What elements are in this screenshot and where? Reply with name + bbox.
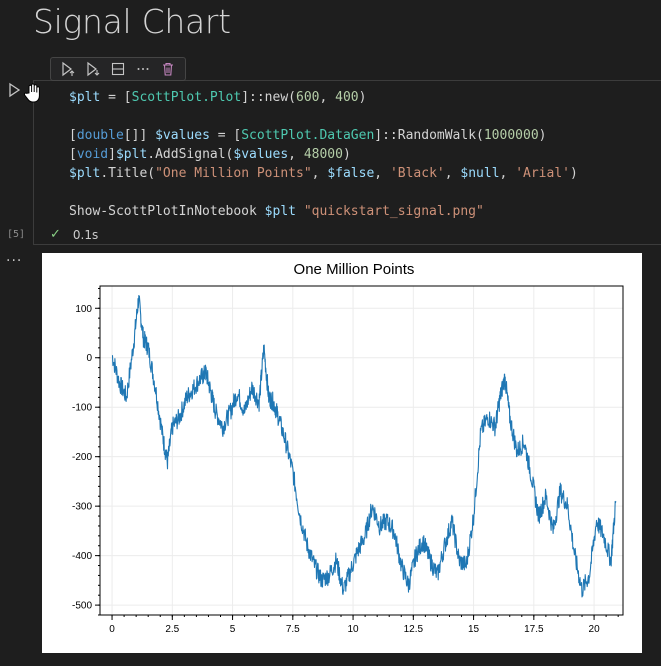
hand-cursor-icon [22,82,44,104]
y-tick-label: -300 [72,502,92,513]
cell-toolbar [50,57,186,81]
run-above-icon[interactable] [55,59,80,79]
code-token: = [ [209,128,242,143]
run-cell-icon[interactable] [8,82,22,98]
code-token: Show-ScottPlotInNotebook [69,204,265,219]
x-tick-label: 20 [589,624,601,635]
code-token: []] [123,128,156,143]
x-tick-label: 10 [348,624,360,635]
output-more-icon[interactable]: ··· [6,253,23,269]
plot-frame [99,285,624,616]
code-token: $plt [264,204,296,219]
y-tick-label: 0 [86,353,92,364]
code-token: [ [69,128,77,143]
cell-status: ✓ 0.1s [50,227,98,242]
code-token: 48000 [303,147,343,162]
code-token: , [311,166,328,181]
code-token: ScottPlot.DataGen [241,128,375,143]
execution-time: 0.1s [72,227,99,242]
code-token: ) [538,128,547,143]
code-token: 'Black' [389,166,445,181]
code-token: ) [569,166,578,181]
code-token: $values [155,128,210,143]
signal-chart: One Million Points 0 2.5 5 7.5 10 12.5 15 17.5 2… [72,261,624,635]
code-token: , [288,147,304,162]
code-token: .AddSignal( [147,147,234,162]
y-tick-label: -400 [72,551,92,562]
code-token: $plt [69,166,101,181]
code-token: $plt [69,90,101,105]
x-tick-label: 0 [109,624,115,635]
code-line: Show-ScottPlotInNotebook $plt "quickstar… [69,202,578,221]
code-line: $plt.Title("One Million Points", $false,… [69,164,578,183]
code-token: "One Million Points" [155,166,312,181]
code-token: 'Arial' [515,166,570,181]
x-tick-label: 2.5 [165,624,179,635]
code-token [296,204,304,219]
code-token: $null [460,166,500,181]
chart-output: One Million Points 0 2.5 5 7.5 10 12.5 15 17.5 2… [42,253,642,653]
code-token: ScottPlot.Plot [131,90,242,105]
code-token: "quickstart_signal.png" [303,204,484,219]
code-token: $plt [115,147,148,162]
check-icon: ✓ [50,227,61,242]
page-title: Signal Chart [33,2,231,41]
code-token: void [76,147,109,162]
y-tick-label: -100 [72,403,92,414]
x-tick-label: 15 [468,624,480,635]
code-token: ] [108,147,116,162]
signal-series-line [111,295,617,598]
x-tick-label: 12.5 [404,624,424,635]
code-token: ) [342,147,351,162]
code-token: , [499,166,516,181]
run-below-icon[interactable] [80,59,105,79]
code-line: $plt = [ScottPlot.Plot]::new(600, 400) [69,88,578,107]
code-token: .Title( [100,166,156,181]
execution-count: [5] [7,229,26,240]
code-editor[interactable]: $plt = [ScottPlot.Plot]::new(600, 400) [… [69,88,578,221]
code-token: 400 [335,90,359,105]
chart-title: One Million Points [294,261,415,278]
code-token: , [319,90,336,105]
code-token: = [ [100,90,132,105]
code-line: [void]$plt.AddSignal($values, 48000) [69,145,578,164]
code-line [69,107,578,126]
code-token: , [374,166,390,181]
code-token: 1000000 [483,128,539,143]
y-tick-label: 100 [75,304,92,315]
code-token: double [76,128,124,143]
more-actions-icon[interactable] [130,59,155,79]
code-token: $values [233,147,289,162]
x-tick-label: 5 [230,624,236,635]
y-tick-label: -500 [72,601,92,612]
code-line [69,183,578,202]
code-token: ) [358,90,367,105]
code-token: 600 [296,90,320,105]
code-token: [ [69,147,77,162]
code-cell[interactable] [33,80,661,245]
x-tick-label: 17.5 [524,624,544,635]
code-token: , [444,166,461,181]
trash-icon[interactable] [155,59,180,79]
code-line: [double[]] $values = [ScottPlot.DataGen]… [69,126,578,145]
x-tick-label: 7.5 [286,624,300,635]
code-token: $false [327,166,375,181]
code-token: ]::RandomWalk( [374,128,484,143]
code-token: ]::new( [241,90,296,105]
y-tick-label: -200 [72,452,92,463]
split-cell-icon[interactable] [105,59,130,79]
